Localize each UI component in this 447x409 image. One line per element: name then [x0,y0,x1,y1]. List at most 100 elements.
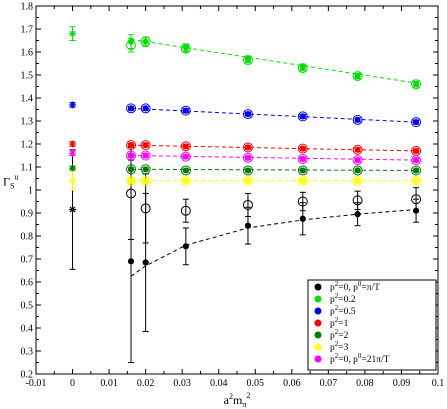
open-point [352,144,363,155]
filled-point [412,147,420,154]
chiral-star-d2 [69,206,76,213]
legend-entry-sup2: 0 [358,280,362,288]
open-point [180,205,191,216]
filled-point [244,167,252,174]
filled-point [299,167,306,174]
filled-point [127,38,135,45]
open-point [140,150,151,161]
filled-point [182,177,189,184]
legend-entry-rest: =1 [338,319,348,329]
legend-entry: p2=0.5 [330,304,356,317]
open-point [180,43,191,54]
series-5 [69,171,422,191]
chiral-star-d2 [69,177,76,184]
x-axis-label-sub: π [242,400,246,409]
open-point [411,165,422,176]
x-tick-label: 0.08 [356,378,374,389]
open-point [242,152,253,163]
y-tick-label: 0.7 [21,255,34,266]
y-axis-label: ΓSu [3,172,18,190]
x-tick-label: 0.02 [137,378,155,389]
y-tick-label: 1.1 [21,163,34,174]
fit-line [131,155,417,161]
y-tick-label: 0.9 [21,209,34,220]
open-point [297,111,308,122]
open-point [242,55,253,66]
x-axis-label-mid: m [233,393,243,407]
y-tick-label: 0.8 [21,232,34,243]
x-tick-label: 0.03 [173,378,191,389]
open-point [140,164,151,175]
open-point [126,103,137,114]
legend-entry: p2=3 [330,340,349,353]
filled-point [142,38,149,45]
filled-point [142,105,149,112]
filled-point [127,152,135,159]
x-tick-label: -0.01 [26,378,47,389]
y-axis-label-sub: S [10,181,14,190]
filled-point [182,143,189,150]
open-point [352,155,363,166]
open-point [180,141,191,152]
open-point [352,165,363,176]
open-point [140,103,151,114]
open-point [180,165,191,176]
filled-point [127,177,135,184]
series-4 [69,164,422,176]
filled-point [354,177,361,184]
filled-point [299,177,306,184]
x-tick-label: 0.01 [100,378,118,389]
open-point [297,143,308,154]
filled-point [142,142,149,149]
chiral-star-d2 [69,165,76,172]
open-point [140,140,151,151]
open-point [352,175,363,186]
open-point [411,175,422,186]
open-point [297,175,308,186]
legend-entry-rest: =0.5 [338,307,355,317]
series-2 [69,101,422,128]
legend-entry-main: p [330,319,335,329]
x-tick-label: 0.05 [247,378,265,389]
legend-marker [314,319,322,327]
chiral-star-d2 [69,102,76,108]
x-tick-label: 0.07 [320,378,338,389]
chiral-star-d2 [69,30,76,37]
open-point [297,196,308,207]
y-tick-label: 0.3 [21,347,34,358]
legend-entry-sup2: 0 [358,352,362,360]
filled-point [127,105,135,112]
fit-line [131,144,417,152]
open-point [126,140,137,151]
filled-point [299,145,306,152]
filled-point [412,119,420,126]
filled-point [412,207,420,214]
open-point [352,114,363,125]
legend-entry-sup: 2 [335,352,339,360]
y-tick-label: 1.6 [21,48,34,59]
legend-entry-main: p [330,355,335,365]
legend-entry: p2=0, p0=21π/T [330,352,390,365]
legend-marker [314,295,322,303]
filled-point [127,258,135,265]
legend-marker [314,307,322,315]
open-point [140,203,151,214]
x-tick-label: 0.06 [283,378,301,389]
y-tick-label: 1.7 [21,25,34,36]
filled-point [142,166,149,173]
filled-point [299,113,306,120]
open-point [242,165,253,176]
x-axis-label-sup1: 2 [229,392,233,401]
legend-entry-main: p [330,343,335,353]
legend-entry-sup: 2 [335,340,339,348]
filled-point [354,157,361,164]
y-tick-label: 0.2 [21,370,34,381]
legend-entry-rest: =2 [338,331,348,341]
y-axis-label-sup: u [14,172,18,181]
open-point [411,155,422,166]
legend-entry: p2=1 [330,316,349,329]
legend-entry-tail: =π/T [361,283,380,293]
legend-entry-sup: 2 [335,280,339,288]
y-tick-label: 1.2 [21,140,34,151]
filled-point [244,55,252,63]
